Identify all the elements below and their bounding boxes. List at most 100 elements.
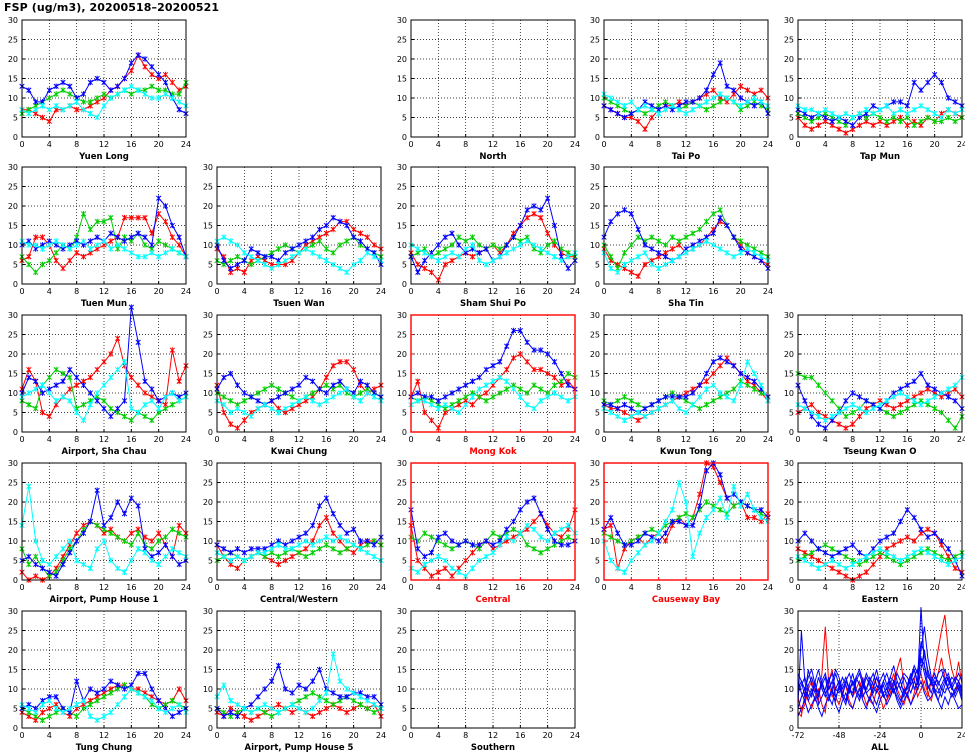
- data-point: [60, 546, 66, 552]
- data-point: [710, 230, 716, 237]
- x-tick-label: 8: [656, 435, 661, 444]
- panel-label: Airport, Pump House 1: [50, 595, 159, 605]
- data-point: [357, 238, 364, 244]
- data-point: [744, 503, 751, 509]
- data-point: [316, 522, 323, 529]
- data-point: [46, 257, 52, 264]
- data-point: [169, 553, 175, 560]
- data-point: [275, 662, 282, 669]
- data-point: [128, 250, 134, 256]
- data-point: [289, 553, 295, 560]
- data-point: [80, 211, 87, 217]
- x-tick-label: 12: [488, 287, 498, 296]
- data-point: [323, 514, 329, 521]
- x-tick-label: 4: [47, 435, 52, 444]
- data-point: [108, 514, 114, 521]
- data-point: [60, 561, 66, 568]
- y-tick-label: 0: [789, 428, 794, 437]
- data-point: [156, 95, 162, 101]
- data-point: [738, 382, 744, 388]
- data-point: [904, 507, 910, 513]
- x-tick-label: 12: [681, 435, 691, 444]
- data-point: [135, 409, 141, 416]
- data-point: [67, 386, 73, 392]
- data-point: [703, 87, 710, 93]
- data-point: [26, 366, 32, 373]
- data-point: [269, 546, 275, 552]
- y-tick-label: 15: [397, 75, 407, 84]
- data-point: [53, 83, 59, 90]
- data-point: [758, 507, 764, 513]
- data-point: [517, 242, 523, 248]
- data-point: [94, 487, 100, 494]
- data-point: [142, 694, 148, 700]
- data-point: [128, 495, 134, 501]
- y-tick-label: 30: [397, 607, 407, 616]
- data-point: [802, 122, 808, 129]
- data-point: [531, 347, 537, 353]
- data-point: [310, 390, 316, 396]
- data-point: [351, 542, 357, 548]
- y-tick-label: 15: [8, 370, 18, 379]
- y-tick-label: 20: [590, 202, 600, 211]
- data-point: [296, 542, 302, 548]
- data-point: [115, 242, 121, 248]
- data-point: [476, 257, 482, 264]
- data-point: [149, 386, 155, 392]
- data-point: [483, 538, 489, 544]
- data-point: [33, 405, 39, 412]
- data-point: [662, 530, 669, 536]
- y-tick-label: 25: [397, 627, 407, 636]
- x-tick-label: 20: [736, 583, 746, 592]
- data-point: [364, 250, 370, 256]
- y-tick-label: 20: [397, 646, 407, 655]
- y-tick-label: 5: [789, 409, 794, 418]
- data-point: [952, 110, 958, 117]
- data-point: [717, 507, 723, 513]
- x-tick-label: 16: [708, 140, 718, 149]
- panel-label: Tsuen Wan: [273, 299, 324, 309]
- data-point: [330, 214, 336, 221]
- data-point: [316, 386, 323, 392]
- data-point: [101, 91, 107, 97]
- data-point: [80, 238, 87, 244]
- data-point: [442, 234, 448, 240]
- data-point: [371, 694, 377, 700]
- data-point: [497, 542, 503, 548]
- data-point: [33, 269, 39, 276]
- panel-kwai-chung: 0 4 8 12 16 20 24 0 5 10 15 20 25 30 Kwai Chung: [203, 311, 386, 457]
- data-point: [551, 253, 558, 260]
- data-point: [442, 565, 448, 572]
- data-point: [815, 382, 822, 388]
- data-point: [891, 553, 897, 560]
- data-point: [551, 359, 558, 365]
- y-tick-label: 5: [402, 705, 407, 714]
- x-tick-label: 8: [850, 583, 855, 592]
- x-tick-label: 8: [269, 583, 274, 592]
- data-point: [289, 538, 295, 544]
- y-tick-label: 10: [397, 389, 407, 398]
- data-point: [275, 246, 282, 252]
- data-point: [337, 378, 343, 385]
- data-point: [945, 417, 951, 424]
- x-tick-label: 24: [181, 435, 191, 444]
- data-point: [697, 242, 703, 248]
- panel-tuen-mun: 0 4 8 12 16 20 24 0 5 10 15 20 25 30 Tuen Mun: [8, 163, 191, 309]
- data-point: [310, 713, 316, 720]
- series-line: [797, 649, 963, 699]
- data-point: [815, 122, 822, 129]
- y-tick-label: 15: [8, 222, 18, 231]
- data-point: [74, 538, 80, 544]
- data-point: [60, 242, 66, 248]
- x-tick-label: 20: [154, 731, 164, 740]
- y-tick-label: 20: [203, 646, 213, 655]
- data-point: [337, 705, 343, 712]
- data-point: [351, 549, 357, 556]
- data-point: [463, 401, 469, 408]
- x-tick-label: 20: [349, 583, 359, 592]
- data-point: [456, 542, 462, 548]
- data-point: [490, 242, 496, 248]
- data-point: [669, 246, 675, 252]
- data-point: [330, 382, 336, 388]
- x-tick-label: 4: [436, 583, 441, 592]
